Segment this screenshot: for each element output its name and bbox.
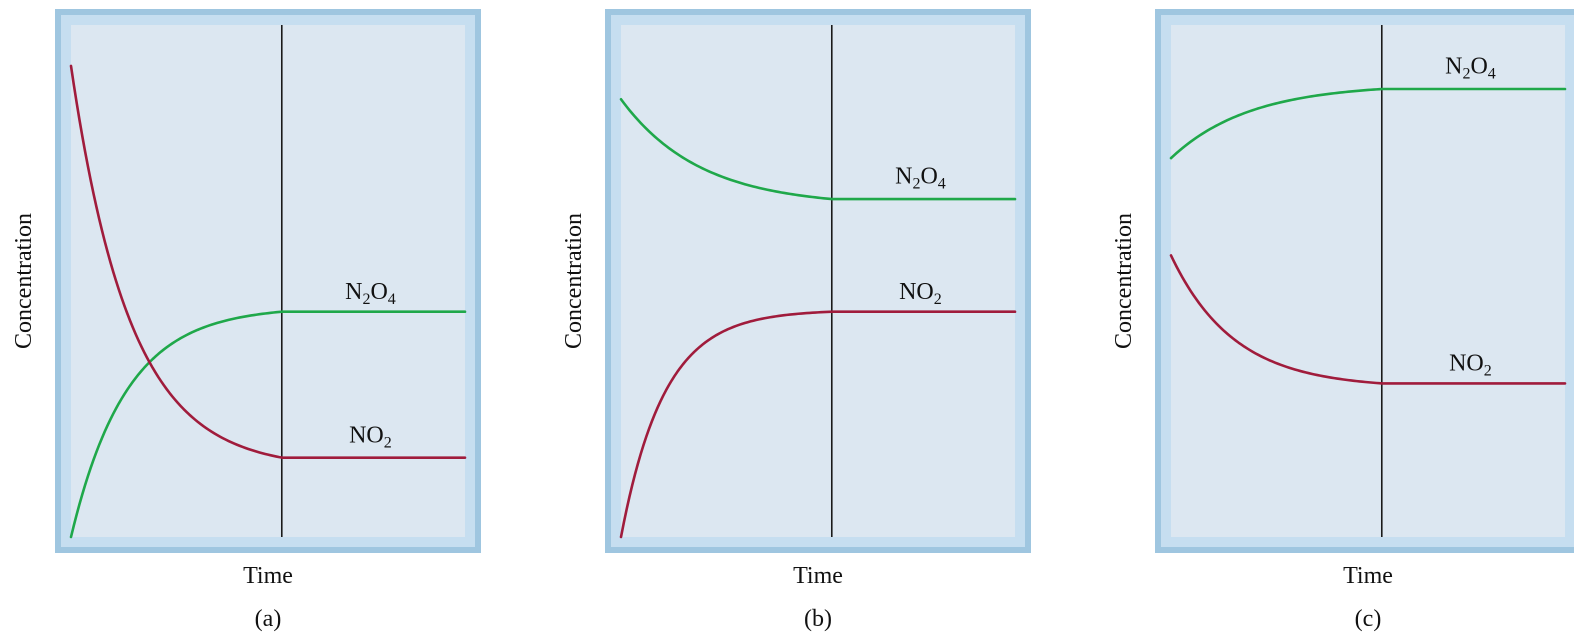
y-axis-label: Concentration [11, 213, 37, 349]
series-label-n2o4: N2O4 [1445, 54, 1496, 83]
series-label-n2o4: N2O4 [895, 164, 946, 193]
series-line-n2o4 [1169, 87, 1567, 160]
panel-label: (a) [255, 606, 282, 632]
plot-area [621, 25, 1015, 537]
series-line-no2 [1169, 254, 1567, 385]
y-axis-label: Concentration [561, 213, 587, 349]
x-axis-label: Time [793, 563, 843, 589]
chart-panel-c: N2O4 NO2 Time (c) Concentration [1111, 9, 1574, 632]
series-label-n2o4: N2O4 [345, 279, 396, 308]
chart-panel-b: N2O4 NO2 Time (b) Concentration [561, 9, 1031, 632]
x-axis-label: Time [1343, 563, 1393, 589]
series-line-n2o4 [619, 97, 1017, 201]
plot-area [1171, 25, 1565, 537]
plot-area [71, 25, 465, 537]
chart-panel-a: N2O4 NO2 Time (a) Concentration [11, 9, 481, 632]
panel-label: (c) [1355, 606, 1382, 632]
series-label-no2: NO2 [899, 279, 942, 308]
y-axis-label: Concentration [1111, 213, 1137, 349]
series-line-no2 [619, 310, 1017, 539]
series-label-no2: NO2 [1449, 351, 1492, 380]
series-line-no2 [69, 64, 467, 459]
panel-label: (b) [804, 606, 832, 632]
series-label-no2: NO2 [349, 422, 392, 451]
x-axis-label: Time [243, 563, 293, 589]
series-line-n2o4 [69, 310, 467, 539]
